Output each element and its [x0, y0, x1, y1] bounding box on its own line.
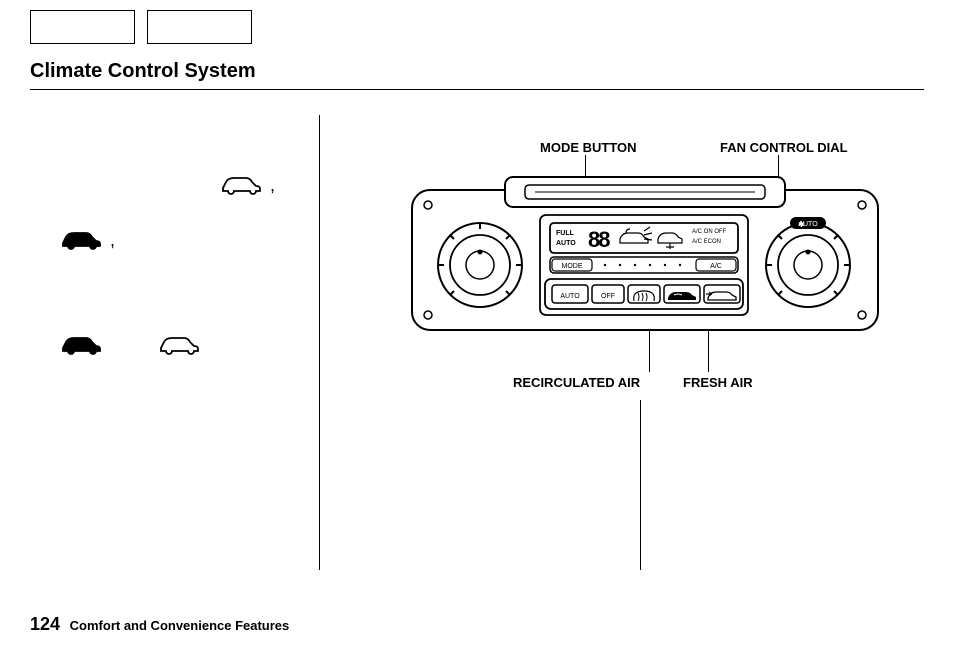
- page-number: 124: [30, 614, 60, 634]
- tab-placeholders: [30, 10, 252, 44]
- svg-text:OFF: OFF: [601, 293, 615, 300]
- car-solid-icon-2: [60, 333, 102, 355]
- auto-button[interactable]: AUTO: [552, 285, 588, 303]
- car-outline-icon: [220, 173, 262, 195]
- svg-text:AUTO: AUTO: [556, 240, 576, 247]
- comma-2: ,: [110, 230, 115, 251]
- climate-display: FULL AUTO 88 A/C ON OFF A/C ECON: [550, 223, 738, 253]
- climate-control-panel: AUTO ✱ FULL AUTO 88: [410, 175, 880, 350]
- mid-column-divider: [640, 400, 641, 570]
- label-recirculated-air: RECIRCULATED AIR: [513, 375, 640, 390]
- svg-text:A/C ECON: A/C ECON: [692, 239, 721, 245]
- label-fresh-air: FRESH AIR: [683, 375, 753, 390]
- svg-text:✱: ✱: [798, 220, 805, 229]
- defrost-button[interactable]: [628, 285, 660, 303]
- label-mode-button: MODE BUTTON: [540, 140, 637, 155]
- tab-box-2: [147, 10, 252, 44]
- svg-text:MODE: MODE: [562, 263, 583, 270]
- car-outline-icon-2: [158, 333, 200, 355]
- content-area: , , MODE BUTTON FAN CONTROL DIAL RECIRCU…: [30, 115, 924, 570]
- right-column: MODE BUTTON FAN CONTROL DIAL RECIRCULATE…: [340, 115, 924, 570]
- comma-1: ,: [270, 175, 275, 196]
- car-solid-icon: [60, 228, 102, 250]
- svg-text:FULL: FULL: [556, 230, 575, 237]
- svg-text:AUTO: AUTO: [560, 293, 580, 300]
- svg-text:A/C: A/C: [710, 263, 722, 270]
- page-footer: 124 Comfort and Convenience Features: [30, 614, 289, 635]
- svg-text:A/C ON OFF: A/C ON OFF: [692, 229, 727, 235]
- off-button[interactable]: OFF: [592, 285, 624, 303]
- section-title: Comfort and Convenience Features: [70, 618, 290, 633]
- fresh-air-button[interactable]: [704, 285, 740, 303]
- tab-box-1: [30, 10, 135, 44]
- label-fan-control-dial: FAN CONTROL DIAL: [720, 140, 848, 155]
- left-column: , ,: [30, 115, 320, 570]
- temperature-dial[interactable]: [438, 223, 522, 307]
- recirculate-button[interactable]: [664, 285, 700, 303]
- page-title: Climate Control System: [30, 60, 924, 90]
- svg-text:88: 88: [588, 227, 610, 252]
